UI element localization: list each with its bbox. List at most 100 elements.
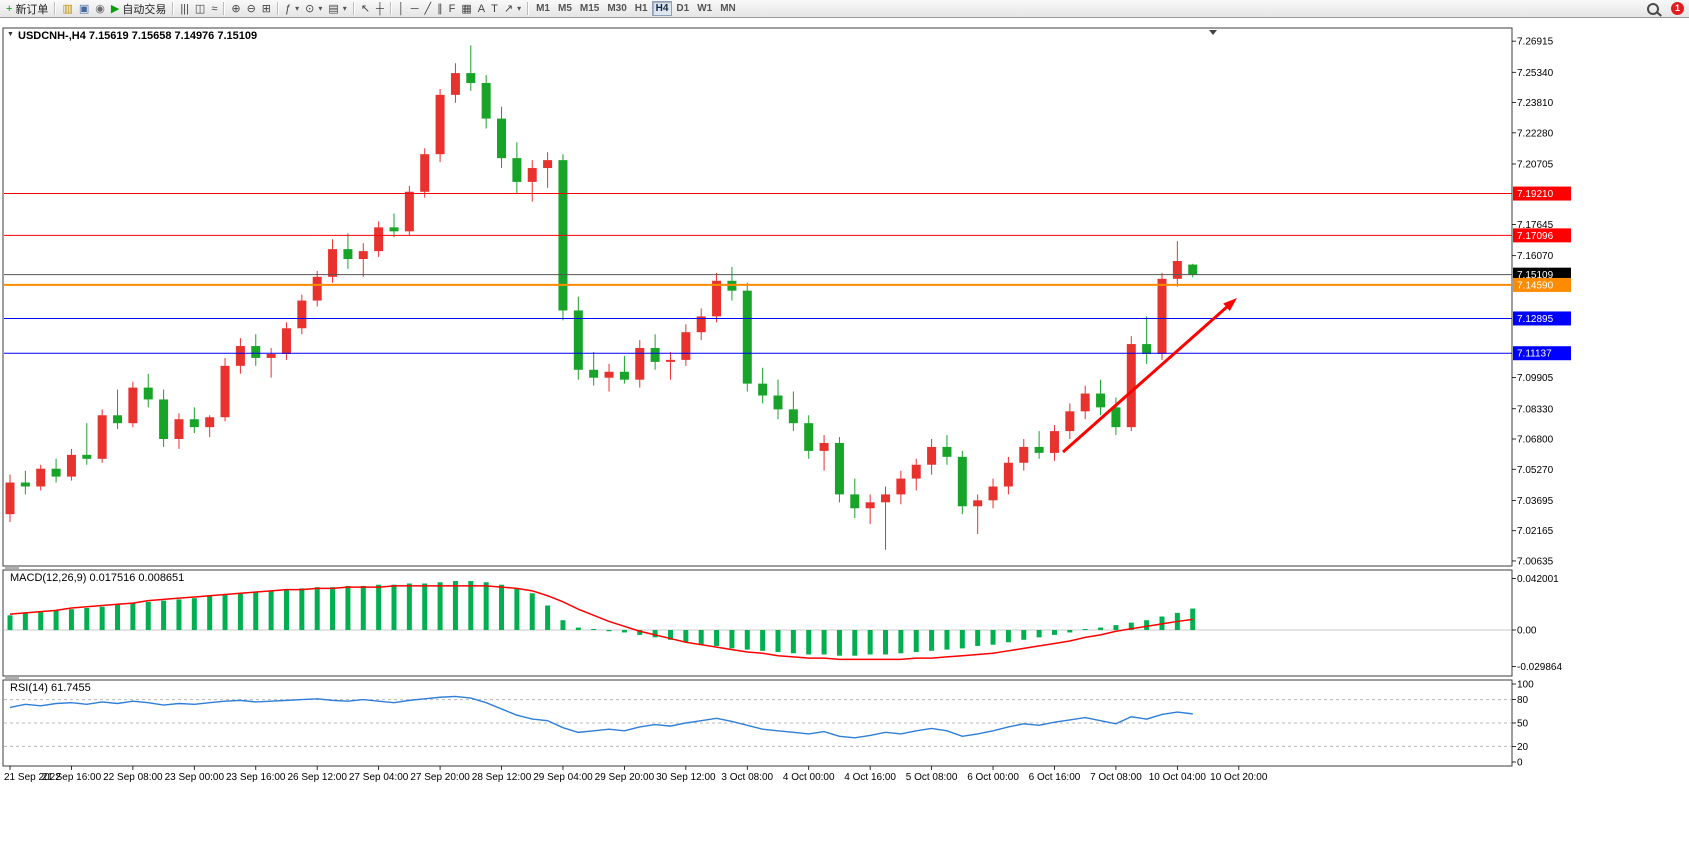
macd-histogram-bar (714, 630, 719, 646)
metatrader-window: 7.269157.253407.238107.222807.207057.176… (0, 0, 1689, 853)
candle-body (528, 168, 537, 182)
toolbar-separator (54, 2, 56, 15)
vertical-line-icon-glyph: │ (398, 2, 405, 16)
timeframe-m1-button[interactable]: M1 (532, 1, 554, 16)
candle-body (190, 419, 199, 427)
new-order-button[interactable]: +新订单 (3, 1, 51, 17)
timeframe-m5-button[interactable]: M5 (554, 1, 576, 16)
panel-resize-handle[interactable] (5, 567, 19, 569)
timeframe-m30-button[interactable]: M30 (603, 1, 630, 16)
price-tick-label: 7.23810 (1517, 98, 1554, 109)
timeframe-d1-button[interactable]: D1 (672, 1, 693, 16)
vertical-line-icon[interactable]: │ (395, 1, 408, 17)
text-icon[interactable]: A (475, 1, 488, 17)
chart-bars-icon-glyph: ||| (180, 2, 189, 16)
macd-histogram-bar (975, 630, 980, 646)
macd-histogram-bar (837, 630, 842, 656)
macd-histogram-bar (407, 583, 412, 630)
macd-histogram-bar (69, 609, 74, 630)
macd-histogram-bar (729, 630, 734, 648)
candle-body (466, 73, 475, 83)
time-axis-label: 6 Oct 16:00 (1029, 772, 1081, 783)
macd-histogram-bar (84, 608, 89, 630)
timeframe-w1-button[interactable]: W1 (693, 1, 716, 16)
candle-body (436, 95, 445, 154)
trendline-icon[interactable]: ╱ (422, 1, 435, 17)
timeframe-m15-button[interactable]: M15 (576, 1, 603, 16)
timeframe-h4-button[interactable]: H4 (652, 1, 673, 16)
candle-body (881, 494, 890, 502)
chart-candles-icon[interactable]: ◫ (192, 1, 208, 17)
indicators-icon[interactable]: ƒ▾ (282, 1, 302, 17)
equidistant-channel-icon[interactable]: ∥ (434, 1, 446, 17)
candle-body (712, 281, 721, 317)
chart-bars-icon[interactable]: ||| (177, 1, 192, 17)
candle-body (128, 388, 137, 424)
new-order-glyph: + (6, 2, 12, 16)
candle-body (343, 249, 352, 259)
terminal-icon[interactable]: ◉ (92, 1, 108, 17)
templates-icon-glyph: ▤ (328, 2, 338, 16)
templates-icon[interactable]: ▤▾ (325, 1, 349, 17)
periods-icon-dropdown-arrow: ▾ (318, 4, 322, 13)
macd-histogram-bar (238, 593, 243, 630)
candle-body (758, 384, 767, 396)
text-label-icon[interactable]: T (488, 1, 501, 17)
arrows-icon[interactable]: ↗▾ (501, 1, 524, 17)
rsi-panel[interactable] (3, 680, 1512, 766)
macd-histogram-bar (760, 630, 765, 651)
chart-line-icon[interactable]: ≈ (208, 1, 220, 17)
macd-histogram-bar (991, 630, 996, 645)
panel-resize-handle[interactable] (5, 677, 19, 679)
shapes-icon[interactable]: ▦ (458, 1, 474, 17)
candle-body (36, 469, 45, 487)
horizontal-line-icon[interactable]: ─ (408, 1, 422, 17)
price-badge-label: 7.19210 (1517, 189, 1554, 200)
rsi-axis-label: 100 (1517, 680, 1534, 691)
macd-histogram-bar (883, 630, 888, 654)
time-axis-label: 29 Sep 04:00 (533, 772, 593, 783)
candle-body (159, 399, 168, 439)
zoom-in-icon[interactable]: ⊕ (228, 1, 243, 17)
candle-body (52, 469, 61, 477)
search-icon[interactable] (1647, 3, 1659, 15)
candle-body (1173, 261, 1182, 279)
macd-histogram-bar (699, 630, 704, 645)
macd-histogram-bar (345, 586, 350, 630)
candle-body (282, 328, 291, 354)
chart-canvas[interactable]: 7.269157.253407.238107.222807.207057.176… (0, 0, 1689, 853)
zoom-in-icon-glyph: ⊕ (231, 2, 240, 16)
market-watch-icon[interactable]: ▥ (59, 1, 75, 17)
cursor-icon[interactable]: ↖ (358, 1, 373, 17)
periods-icon[interactable]: ⊙▾ (302, 1, 325, 17)
candle-body (804, 423, 813, 451)
navigator-icon[interactable]: ▣ (76, 1, 92, 17)
candle-body (390, 227, 399, 231)
notifications-badge[interactable]: 1 (1671, 2, 1684, 15)
macd-histogram-bar (484, 582, 489, 630)
horizontal-line-icon-glyph: ─ (411, 2, 419, 16)
zoom-out-icon[interactable]: ⊖ (244, 1, 259, 17)
candle-body (1142, 344, 1151, 354)
main-chart-panel[interactable] (3, 28, 1512, 566)
toolbar-separator (527, 2, 529, 15)
macd-panel[interactable] (3, 570, 1512, 676)
terminal-icon-glyph: ◉ (95, 2, 105, 16)
autotrading-button[interactable]: ▶自动交易 (108, 1, 169, 17)
chart-collapse-icon[interactable]: ▼ (7, 31, 14, 38)
tile-windows-icon[interactable]: ⊞ (259, 1, 274, 17)
macd-axis-label: 0.042001 (1517, 574, 1559, 585)
macd-histogram-bar (791, 630, 796, 653)
candle-body (251, 346, 260, 358)
candle-body (1096, 394, 1105, 408)
macd-histogram-bar (299, 588, 304, 630)
timeframe-h1-button[interactable]: H1 (631, 1, 652, 16)
macd-histogram-bar (269, 591, 274, 630)
macd-histogram-bar (330, 587, 335, 630)
macd-histogram-bar (8, 615, 13, 630)
time-axis-label: 7 Oct 08:00 (1090, 772, 1142, 783)
fibonacci-icon[interactable]: F (446, 1, 459, 17)
timeframe-mn-button[interactable]: MN (716, 1, 740, 16)
candle-body (589, 370, 598, 378)
crosshair-icon[interactable]: ┼ (373, 1, 387, 17)
